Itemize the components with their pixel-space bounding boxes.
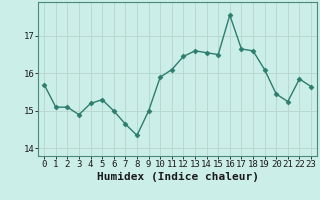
X-axis label: Humidex (Indice chaleur): Humidex (Indice chaleur) [97, 172, 259, 182]
